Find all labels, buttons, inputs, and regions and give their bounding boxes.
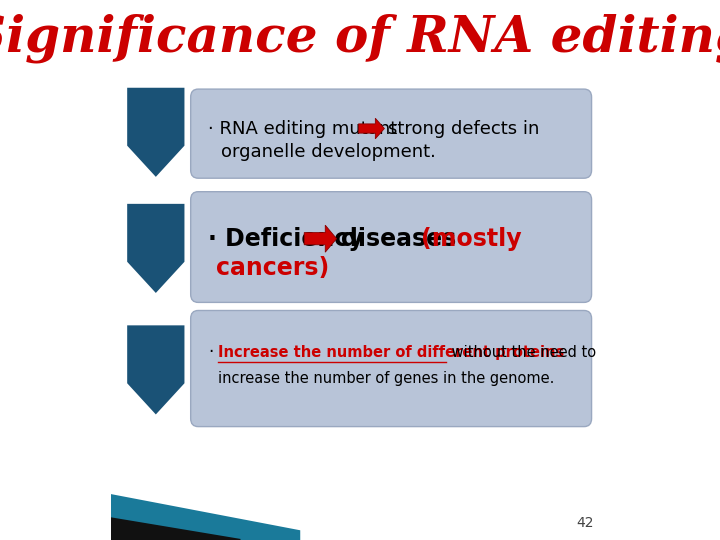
Text: organelle development.: organelle development. [221, 143, 436, 161]
Text: 42: 42 [577, 516, 594, 530]
Text: · RNA editing mutant: · RNA editing mutant [208, 119, 397, 138]
FancyBboxPatch shape [191, 89, 592, 178]
FancyBboxPatch shape [191, 192, 592, 302]
Text: Increase the number of different proteins: Increase the number of different protein… [218, 345, 564, 360]
Polygon shape [359, 118, 384, 139]
Polygon shape [127, 204, 184, 293]
Polygon shape [305, 225, 336, 252]
Polygon shape [111, 517, 240, 540]
Polygon shape [111, 494, 300, 540]
Text: ·: · [208, 343, 213, 361]
Text: cancers): cancers) [215, 256, 329, 280]
Text: increase the number of genes in the genome.: increase the number of genes in the geno… [218, 370, 554, 386]
Text: (mostly: (mostly [421, 227, 522, 251]
Text: strong defects in: strong defects in [388, 119, 539, 138]
Polygon shape [127, 325, 184, 415]
Text: · Deficiency: · Deficiency [208, 227, 364, 251]
Text: diseases: diseases [341, 227, 456, 251]
FancyBboxPatch shape [191, 310, 592, 427]
Text: Significance of RNA editing: Significance of RNA editing [0, 13, 720, 63]
Polygon shape [127, 87, 184, 177]
Text: without the need to: without the need to [447, 345, 596, 360]
